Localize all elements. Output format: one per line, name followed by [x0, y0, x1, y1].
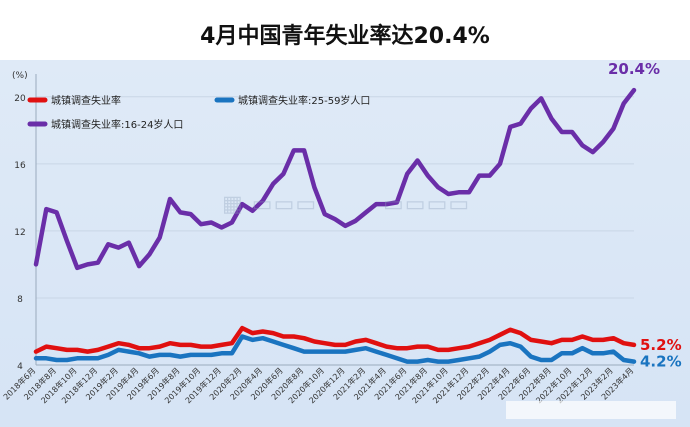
series-end-label: 4.2%: [640, 353, 682, 371]
legend-label: 城镇调查失业率:16-24岁人口: [51, 118, 183, 131]
series-line: [33, 325, 637, 354]
end-labels: 5.2%4.2% 20.4%: [608, 60, 682, 371]
watermark-logo-left: ▦ ▭▭▭: [222, 192, 318, 217]
footer-strip: [506, 401, 676, 419]
y-tick-label: 12: [14, 228, 25, 238]
series-line: [33, 334, 637, 364]
chart-title: 4月中国青年失业率达20.4%: [200, 24, 490, 49]
legend-label: 城镇调查失业率: [51, 94, 121, 107]
series-end-label: 5.2%: [640, 336, 682, 354]
y-tick-label: 4: [17, 362, 23, 372]
grid: [35, 74, 634, 366]
series-end-label: 20.4%: [608, 60, 660, 78]
series-lines: [33, 87, 637, 364]
x-axis: 2018年6月2018年8月2018年10月2018年12月2019年2月201…: [1, 365, 635, 405]
y-unit-label: (%): [12, 71, 28, 81]
y-tick-label: 8: [17, 295, 23, 305]
series-line: [33, 87, 637, 271]
y-tick-label: 20: [14, 94, 26, 104]
watermark-logo-right: ▭▭▭▭: [383, 192, 471, 217]
legend-label: 城镇调查失业率:25-59岁人口: [238, 94, 370, 107]
y-axis: (%) 4 8 12 16 20: [12, 71, 28, 372]
y-tick-label: 16: [14, 161, 26, 171]
